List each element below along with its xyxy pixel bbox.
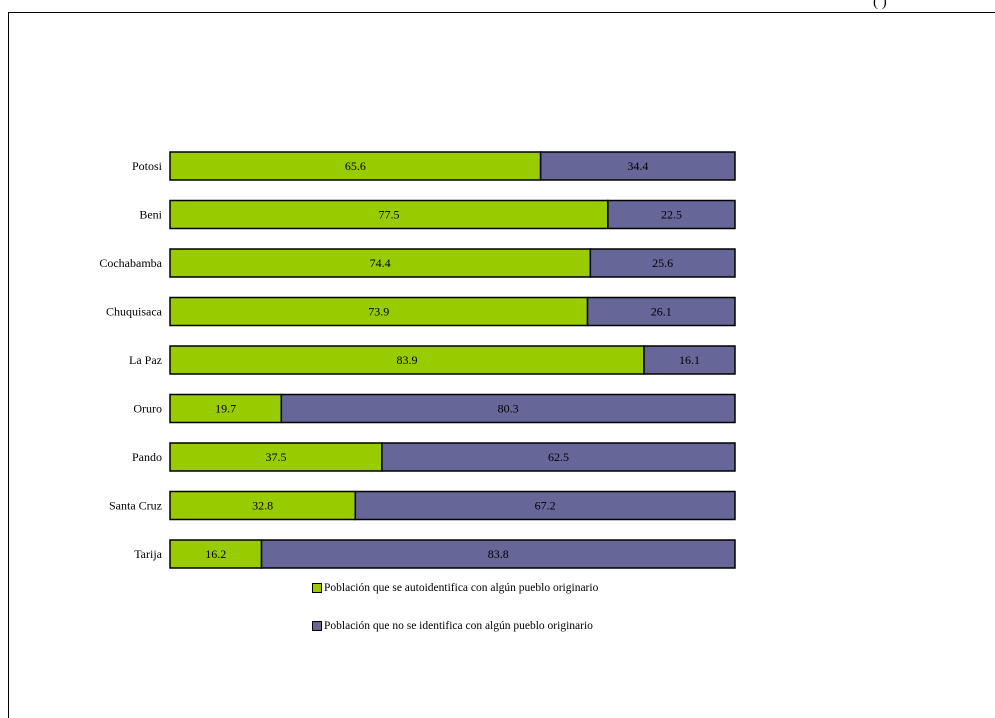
category-label-beni: Beni (139, 208, 162, 222)
value-label-chuquisaca-series-0: 73.9 (368, 305, 389, 319)
bar-potosi-series-1 (539, 151, 736, 181)
legend: Población que se autoidentifica con algú… (312, 580, 598, 656)
value-label-oruro-series-1: 80.3 (498, 402, 519, 416)
bar-tarija-series-1 (260, 539, 736, 569)
value-label-beni-series-0: 77.5 (378, 208, 399, 222)
legend-swatch-autoidentifica (312, 583, 322, 593)
category-label-chuquisaca: Chuquisaca (106, 305, 163, 319)
category-label-pando: Pando (132, 450, 162, 464)
category-label-tarija: Tarija (134, 547, 162, 561)
category-label-oruro: Oruro (133, 402, 162, 416)
legend-label-no-identifica: Población que no se identifica con algún… (324, 620, 593, 632)
category-label-la-paz: La Paz (129, 353, 162, 367)
legend-label-autoidentifica: Población que se autoidentifica con algú… (324, 582, 599, 594)
value-label-pando-series-1: 62.5 (548, 450, 569, 464)
category-label-santa-cruz: Santa Cruz (109, 499, 162, 513)
value-label-la-paz-series-0: 83.9 (397, 353, 418, 367)
bar-cochabamba-series-1 (589, 248, 736, 278)
value-label-cochabamba-series-1: 25.6 (652, 256, 673, 270)
chart-frame (8, 12, 995, 718)
value-label-chuquisaca-series-1: 26.1 (651, 305, 672, 319)
clipped-header-text: ( ) (873, 0, 887, 10)
bar-chuquisaca-series-0 (169, 296, 589, 327)
value-label-cochabamba-series-0: 74.4 (370, 256, 391, 270)
bar-beni-series-1 (607, 199, 736, 230)
category-label-potosi: Potosi (132, 159, 163, 173)
bar-santa-cruz-series-0 (169, 490, 357, 521)
bar-pando-series-0 (169, 442, 383, 472)
value-label-potosi-series-1: 34.4 (627, 159, 648, 173)
bar-beni-series-0 (169, 199, 609, 230)
bar-tarija-series-0 (169, 539, 263, 569)
category-label-cochabamba: Cochabamba (99, 256, 162, 270)
value-label-santa-cruz-series-1: 67.2 (535, 499, 556, 513)
legend-item-autoidentifica: Población que se autoidentifica con algú… (312, 580, 598, 596)
bar-la-paz-series-1 (643, 345, 736, 375)
value-label-beni-series-1: 22.5 (661, 208, 682, 222)
value-label-la-paz-series-1: 16.1 (679, 353, 700, 367)
value-label-tarija-series-1: 83.8 (488, 547, 509, 561)
value-label-tarija-series-0: 16.2 (205, 547, 226, 561)
bar-pando-series-1 (381, 442, 736, 472)
bar-chuquisaca-series-1 (586, 296, 736, 327)
bar-oruro-series-1 (280, 393, 736, 424)
value-label-pando-series-0: 37.5 (265, 450, 286, 464)
legend-item-no-identifica: Población que no se identifica con algún… (312, 618, 598, 634)
bar-la-paz-series-0 (169, 345, 645, 375)
value-label-potosi-series-0: 65.6 (345, 159, 366, 173)
value-label-oruro-series-0: 19.7 (215, 402, 236, 416)
legend-swatch-no-identifica (312, 621, 322, 631)
bar-santa-cruz-series-1 (354, 490, 736, 521)
value-label-santa-cruz-series-0: 32.8 (252, 499, 273, 513)
